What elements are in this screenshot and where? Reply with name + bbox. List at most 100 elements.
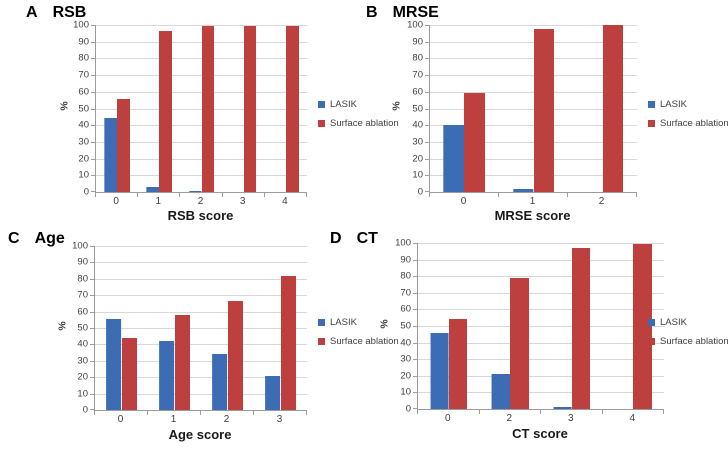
x-axis-tick-labels: 0 2 3 4 — [417, 413, 663, 427]
y-tick-mark — [91, 58, 96, 60]
y-tick-mark — [425, 108, 430, 110]
gridline — [95, 246, 307, 247]
y-tick-mark — [413, 276, 418, 278]
x-tick-label: 4 — [282, 196, 288, 207]
y-tick-mark — [90, 328, 95, 329]
bar-lasik — [188, 191, 202, 192]
gridline — [95, 393, 307, 395]
y-tick-label: 50 — [412, 103, 423, 114]
y-tick-label: 70 — [78, 69, 89, 81]
surface-ablation-swatch-icon — [318, 120, 325, 127]
y-tick-label: 30 — [78, 136, 89, 148]
plot-area — [425, 25, 637, 197]
gridline — [418, 259, 664, 261]
plot-area — [91, 25, 307, 197]
surface-ablation-swatch-icon — [318, 338, 325, 345]
legend-item: LASIK — [318, 317, 399, 328]
panel-name: CT — [356, 230, 378, 247]
y-tick-mark — [413, 259, 418, 261]
bar-surface-ablation — [174, 314, 191, 410]
bar-surface-ablation — [227, 300, 244, 410]
y-tick-label: 20 — [400, 370, 411, 382]
y-tick-mark — [413, 309, 418, 311]
y-tick-label: 50 — [400, 320, 411, 332]
y-tick-mark — [91, 191, 96, 192]
y-tick-label: 90 — [400, 254, 411, 266]
x-tick-label: 3 — [567, 413, 574, 424]
bar-lasik — [491, 374, 511, 409]
surface-ablation-swatch-icon — [648, 120, 655, 127]
y-tick-mark — [91, 91, 96, 93]
y-tick-label: 90 — [77, 256, 88, 268]
y-tick-mark — [425, 91, 430, 93]
y-tick-label: 40 — [412, 119, 423, 131]
gridline — [418, 375, 664, 377]
y-tick-label: 10 — [78, 169, 89, 181]
y-tick-label: 70 — [77, 289, 88, 301]
y-tick-mark — [91, 25, 96, 26]
y-tick-mark — [425, 175, 430, 177]
panel-title: B MRSE — [366, 4, 439, 22]
legend-item: Surface ablation — [648, 118, 728, 129]
x-tick-label: 3 — [276, 414, 283, 425]
y-tick-label: 60 — [400, 303, 411, 315]
x-tick-mark — [478, 409, 480, 414]
legend-item: Surface ablation — [318, 118, 399, 129]
legend: LASIK Surface ablation — [318, 317, 399, 355]
x-tick-mark — [417, 409, 418, 414]
legend-item: LASIK — [318, 99, 399, 110]
y-tick-label: 30 — [412, 136, 423, 148]
y-tick-label: 60 — [78, 86, 89, 98]
bar-lasik — [553, 406, 572, 409]
gridline — [418, 359, 664, 361]
x-tick-mark — [137, 192, 139, 197]
bar-lasik — [211, 354, 228, 410]
y-tick-mark — [90, 246, 95, 247]
legend-label: LASIK — [660, 99, 687, 110]
y-tick-mark — [425, 158, 430, 160]
y-tick-mark — [91, 158, 96, 160]
y-axis-tick-labels: 0 10 20 30 40 50 60 70 80 90 100 — [0, 241, 88, 416]
y-tick-label: 90 — [412, 36, 423, 48]
legend-item: Surface ablation — [318, 336, 399, 347]
y-axis-tick-labels: 0 10 20 30 40 50 60 70 80 90 100 — [364, 20, 423, 198]
y-tick-mark — [425, 75, 430, 77]
y-tick-mark — [90, 393, 95, 395]
panel-letter: A — [26, 4, 38, 21]
y-tick-label: 80 — [77, 273, 88, 285]
gridline — [95, 295, 307, 297]
x-axis-tick-labels: 0 1 2 — [429, 196, 636, 210]
legend: LASIK Surface ablation — [318, 99, 399, 137]
x-tick-mark — [663, 409, 664, 414]
x-tick-label: 3 — [239, 196, 246, 207]
bar-surface-ablation — [121, 337, 138, 410]
y-tick-label: 60 — [77, 306, 88, 318]
panel-letter: D — [330, 230, 342, 247]
y-tick-label: 100 — [73, 19, 89, 31]
gridline — [95, 344, 307, 346]
y-tick-label: 80 — [400, 270, 411, 282]
y-tick-mark — [90, 278, 95, 280]
x-tick-mark — [95, 192, 96, 197]
y-tick-label: 50 — [78, 103, 89, 114]
y-tick-mark — [90, 409, 95, 410]
x-tick-label: 0 — [444, 413, 451, 424]
y-tick-mark — [90, 360, 95, 362]
y-tick-mark — [90, 262, 95, 264]
y-tick-mark — [413, 392, 418, 394]
legend-label: Surface ablation — [330, 118, 399, 129]
legend-item: LASIK — [648, 99, 728, 110]
x-tick-label: 0 — [117, 414, 124, 425]
x-tick-mark — [253, 410, 254, 415]
y-tick-mark — [91, 141, 96, 143]
lasik-swatch-icon — [648, 319, 655, 326]
bar-surface-ablation — [280, 275, 297, 410]
bar-surface-ablation — [533, 29, 555, 192]
x-tick-label: 2 — [197, 196, 204, 207]
gridline — [95, 311, 307, 313]
x-tick-mark — [306, 410, 307, 415]
y-tick-label: 0 — [82, 404, 88, 416]
